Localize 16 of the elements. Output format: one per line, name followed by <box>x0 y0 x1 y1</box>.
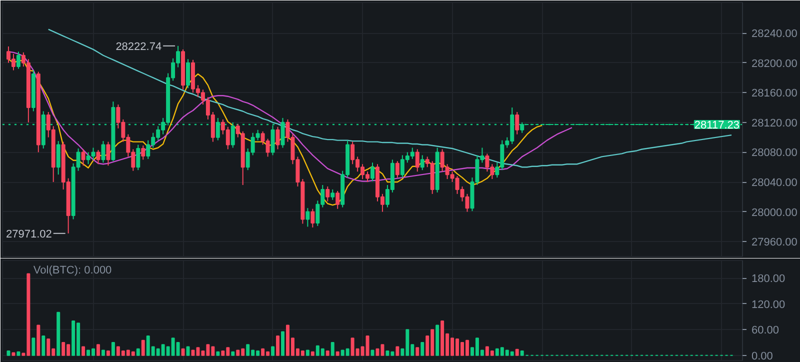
ref-line-label: 28117.23 <box>694 119 740 132</box>
y-tick-label: 0.00 <box>752 350 773 362</box>
y-tick-label: 28080.00 <box>752 147 798 160</box>
y-tick-label: 28040.00 <box>752 177 798 190</box>
annotation: Vol(BTC): 0.000 <box>33 264 112 276</box>
y-tick-label: 120.00 <box>752 298 786 311</box>
y-tick-label: 60.00 <box>752 324 780 337</box>
annotation: 28222.74 <box>116 40 162 53</box>
annotation: 27971.02 <box>6 228 52 240</box>
y-tick-label: 28160.00 <box>752 88 798 100</box>
y-tick-label: 28120.00 <box>752 117 798 130</box>
y-tick-label: 27960.00 <box>752 236 798 249</box>
y-tick-label: 180.00 <box>752 273 786 286</box>
y-tick-label: 28000.00 <box>752 206 798 219</box>
y-tick-label: 28200.00 <box>752 58 798 70</box>
y-tick-label: 28240.00 <box>752 28 798 40</box>
